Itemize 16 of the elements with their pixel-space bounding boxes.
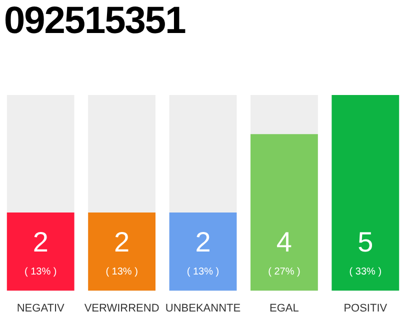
x-tick-label: NEGATIV bbox=[16, 302, 65, 314]
annotation: ( 13% ) bbox=[24, 266, 57, 278]
annotation: ( 13% ) bbox=[186, 266, 220, 278]
data-label: 4 bbox=[276, 226, 292, 258]
x-tick-label: EGAL bbox=[270, 302, 299, 314]
x-tick-label: POSITIV bbox=[344, 302, 388, 314]
x-tick-label: VERWIRREND bbox=[84, 302, 160, 314]
annotation: ( 13% ) bbox=[106, 266, 138, 278]
annotation: ( 33% ) bbox=[349, 266, 382, 278]
data-label: 2 bbox=[32, 226, 48, 258]
data-label: 2 bbox=[195, 226, 211, 258]
data-label: 5 bbox=[358, 226, 374, 258]
x-tick-label: UNBEKANNTE bbox=[165, 302, 241, 314]
chart-title: 092515351 bbox=[4, 0, 186, 43]
data-label: 2 bbox=[114, 226, 130, 258]
annotation: ( 27% ) bbox=[268, 266, 300, 278]
